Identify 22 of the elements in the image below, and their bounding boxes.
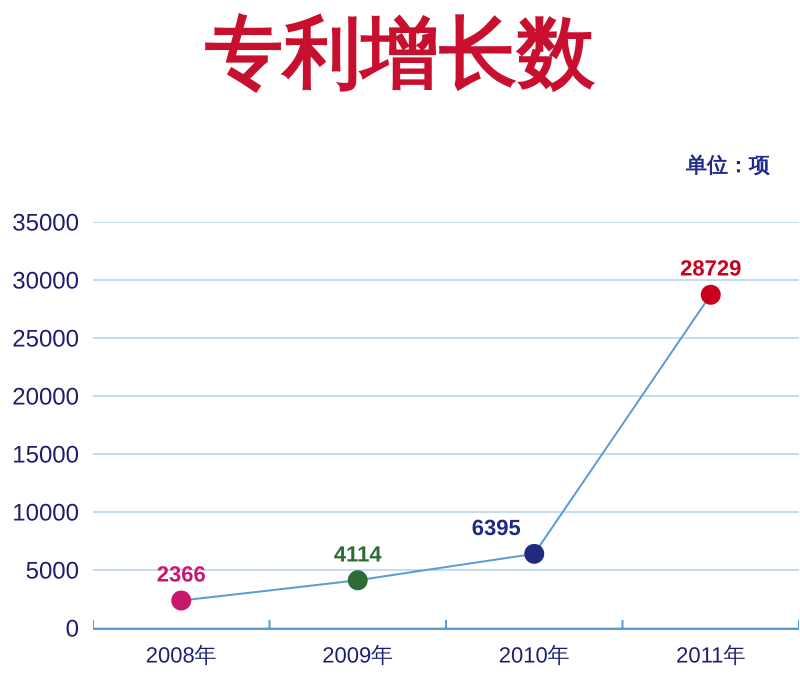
x-tick-label: 2009年 <box>322 642 394 668</box>
y-tick-label: 35000 <box>12 209 79 236</box>
y-tick-label: 10000 <box>12 499 79 526</box>
y-tick-label: 15000 <box>12 441 79 468</box>
point <box>171 590 192 611</box>
point <box>348 570 368 590</box>
point <box>524 544 544 564</box>
data-label: 28729 <box>680 256 742 281</box>
data-label: 4114 <box>334 541 382 566</box>
chart-title: 专利增长数 <box>205 8 596 96</box>
point <box>700 284 721 305</box>
y-tick-label: 5000 <box>26 557 79 584</box>
y-tick-label: 30000 <box>12 267 79 294</box>
x-tick-label: 2008年 <box>146 642 217 668</box>
y-tick-label: 20000 <box>12 383 79 410</box>
data-label: 2366 <box>156 562 206 587</box>
text: 单位：项 <box>685 154 770 177</box>
x-tick-label: 2011年 <box>676 642 746 668</box>
y-tick-label: 25000 <box>12 325 79 352</box>
data-label: 6395 <box>472 514 521 540</box>
y-tick-label: 0 <box>66 615 79 642</box>
x-tick-label: 2010年 <box>498 642 570 668</box>
